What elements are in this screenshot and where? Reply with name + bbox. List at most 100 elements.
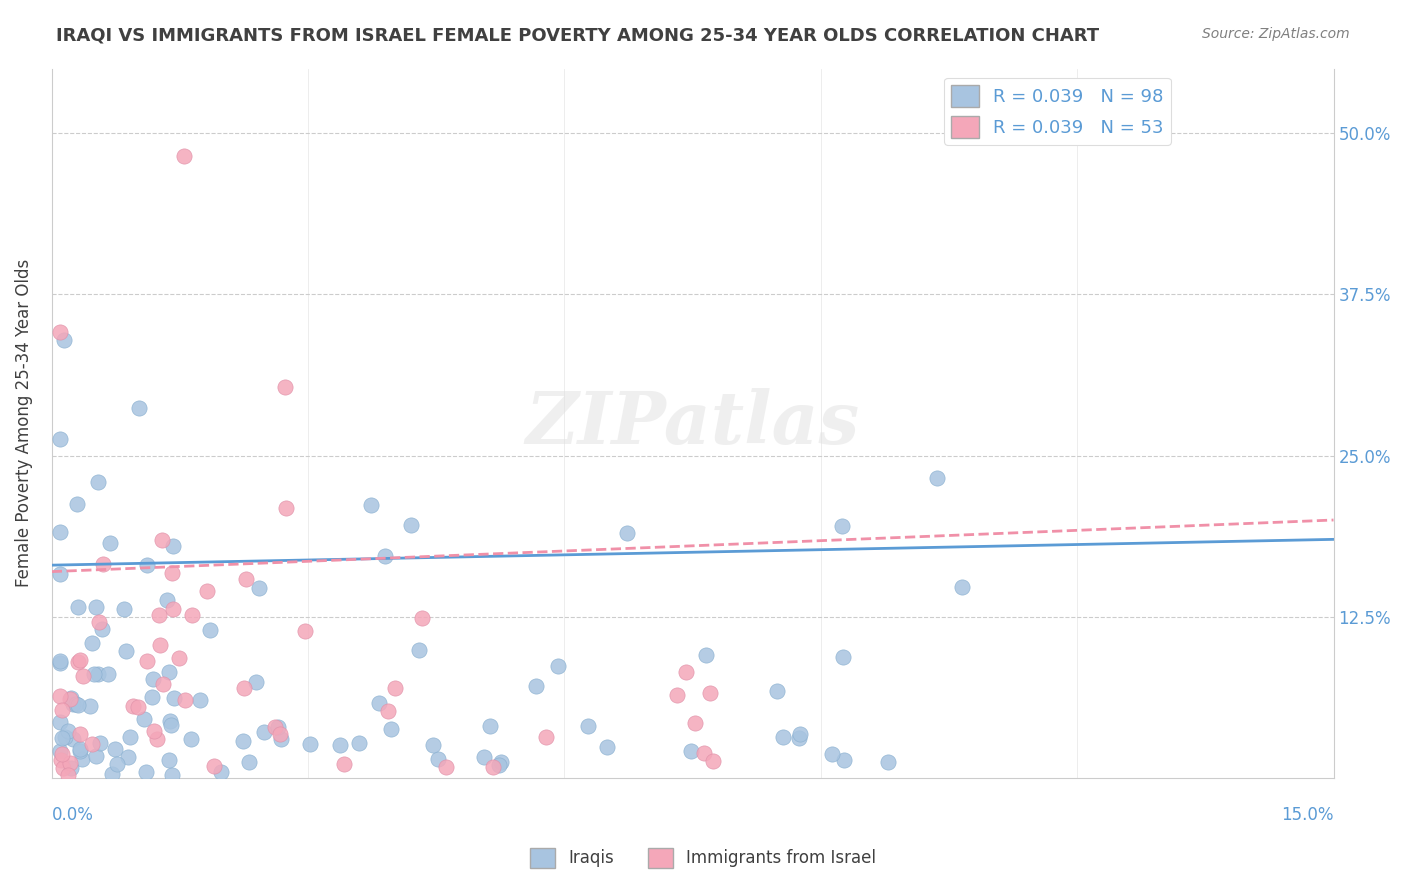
Point bbox=[699, 686, 721, 700]
Point bbox=[115, 644, 138, 658]
Point bbox=[666, 689, 689, 703]
Point bbox=[360, 499, 382, 513]
Point bbox=[408, 643, 430, 657]
Point bbox=[534, 730, 557, 744]
Point bbox=[142, 672, 165, 686]
Point bbox=[679, 744, 702, 758]
Point bbox=[174, 693, 197, 707]
Point bbox=[162, 566, 184, 580]
Text: IRAQI VS IMMIGRANTS FROM ISRAEL FEMALE POVERTY AMONG 25-34 YEAR OLDS CORRELATION: IRAQI VS IMMIGRANTS FROM ISRAEL FEMALE P… bbox=[56, 27, 1099, 45]
Point bbox=[695, 648, 717, 662]
Point bbox=[832, 753, 855, 767]
Point bbox=[152, 676, 174, 690]
Legend: R = 0.039   N = 98, R = 0.039   N = 53: R = 0.039 N = 98, R = 0.039 N = 53 bbox=[945, 78, 1171, 145]
Point bbox=[97, 666, 120, 681]
Point bbox=[49, 654, 72, 668]
Point bbox=[49, 525, 72, 540]
Point bbox=[209, 764, 232, 779]
Point bbox=[683, 716, 706, 731]
Point bbox=[72, 669, 94, 683]
Point bbox=[59, 756, 82, 770]
Point bbox=[188, 693, 211, 707]
Point bbox=[49, 744, 72, 758]
Point bbox=[162, 539, 184, 553]
Point bbox=[82, 737, 104, 751]
Point bbox=[60, 690, 83, 705]
Point bbox=[524, 679, 547, 693]
Point bbox=[118, 730, 141, 744]
Point bbox=[84, 600, 107, 615]
Point bbox=[136, 654, 159, 668]
Point bbox=[66, 600, 89, 615]
Point bbox=[616, 526, 638, 541]
Point bbox=[426, 752, 449, 766]
Point bbox=[49, 567, 72, 582]
Point bbox=[374, 549, 396, 563]
Point bbox=[143, 723, 166, 738]
Point bbox=[159, 714, 181, 729]
Point bbox=[249, 581, 271, 595]
Point bbox=[489, 755, 512, 769]
Point bbox=[134, 712, 156, 726]
Text: 0.0%: 0.0% bbox=[52, 806, 94, 824]
Point bbox=[127, 700, 149, 714]
Point bbox=[87, 666, 110, 681]
Point bbox=[66, 497, 89, 511]
Point bbox=[270, 731, 292, 746]
Point bbox=[367, 696, 389, 710]
Point bbox=[65, 697, 87, 711]
Point bbox=[274, 380, 297, 394]
Point bbox=[232, 681, 254, 695]
Point bbox=[58, 768, 80, 782]
Point bbox=[772, 730, 794, 744]
Point bbox=[128, 401, 150, 416]
Point bbox=[377, 705, 399, 719]
Point bbox=[52, 761, 75, 775]
Point bbox=[163, 691, 186, 706]
Point bbox=[51, 747, 73, 762]
Point bbox=[294, 624, 316, 639]
Point bbox=[702, 754, 724, 768]
Point bbox=[91, 557, 114, 571]
Point bbox=[765, 684, 787, 698]
Point bbox=[69, 744, 91, 758]
Point bbox=[148, 608, 170, 623]
Point bbox=[693, 747, 716, 761]
Point bbox=[162, 601, 184, 615]
Point bbox=[488, 757, 510, 772]
Point bbox=[53, 731, 76, 745]
Point bbox=[202, 758, 225, 772]
Point bbox=[276, 500, 298, 515]
Point bbox=[159, 718, 181, 732]
Point bbox=[112, 601, 135, 615]
Point bbox=[157, 665, 180, 679]
Point bbox=[235, 572, 257, 586]
Point bbox=[98, 536, 121, 550]
Point bbox=[149, 639, 172, 653]
Point bbox=[91, 622, 114, 636]
Point bbox=[72, 752, 94, 766]
Point bbox=[482, 759, 505, 773]
Point bbox=[950, 580, 973, 594]
Point bbox=[384, 681, 406, 696]
Point bbox=[104, 742, 127, 756]
Point bbox=[49, 753, 72, 767]
Point bbox=[135, 765, 157, 780]
Point bbox=[82, 636, 104, 650]
Point bbox=[198, 623, 221, 637]
Point bbox=[269, 727, 291, 741]
Point bbox=[105, 757, 128, 772]
Point bbox=[69, 742, 91, 756]
Point bbox=[925, 470, 948, 484]
Point bbox=[238, 756, 260, 770]
Point bbox=[49, 325, 72, 339]
Point bbox=[150, 533, 173, 547]
Text: Source: ZipAtlas.com: Source: ZipAtlas.com bbox=[1202, 27, 1350, 41]
Point bbox=[380, 722, 402, 736]
Point bbox=[59, 692, 82, 706]
Point bbox=[169, 651, 191, 665]
Point bbox=[117, 750, 139, 764]
Point bbox=[66, 698, 89, 713]
Point bbox=[789, 727, 811, 741]
Point bbox=[472, 750, 495, 764]
